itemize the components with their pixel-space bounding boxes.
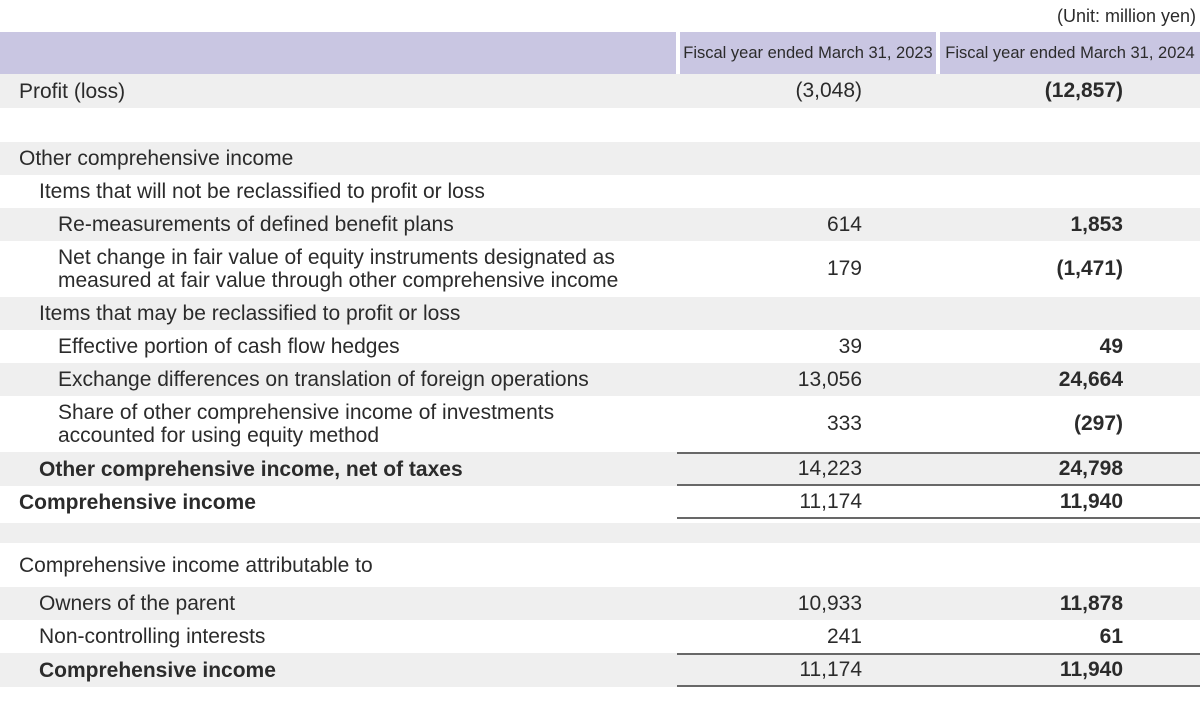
value-fy2023: 614 <box>826 212 862 236</box>
row-values <box>677 142 1200 175</box>
value-fy2023: (3,048) <box>795 79 862 102</box>
value-fy2024: (297) <box>1073 412 1123 435</box>
row-label: Re-measurements of defined benefit plans <box>58 213 454 236</box>
row-values: 614 1,853 <box>677 208 1200 241</box>
table-row: Comprehensive income 11,174 11,940 <box>0 653 1200 687</box>
value-fy2023: 241 <box>826 624 862 648</box>
row-values: 241 61 <box>677 620 1200 653</box>
value-fy2024: 11,940 <box>1059 658 1123 681</box>
row-values: 13,056 24,664 <box>677 363 1200 396</box>
column-header-fy2024: Fiscal year ended March 31, 2024 <box>940 32 1200 74</box>
value-fy2023: 39 <box>838 334 862 358</box>
header-empty-cell <box>0 32 676 74</box>
row-values <box>677 175 1200 208</box>
row-label: Comprehensive income <box>39 658 276 682</box>
value-fy2024: 11,940 <box>1059 489 1123 513</box>
value-fy2024: 1,853 <box>1070 212 1123 236</box>
header-gutter <box>676 32 680 74</box>
table-row: Share of other comprehensive income of i… <box>0 396 1200 452</box>
row-values <box>677 543 1200 587</box>
row-values: 333 (297) <box>677 396 1200 452</box>
row-values: 11,174 11,940 <box>677 486 1200 519</box>
table-body: Profit (loss) (3,048) (12,857) Other com… <box>0 74 1200 687</box>
value-fy2024: 49 <box>1099 334 1123 358</box>
value-fy2023 <box>677 297 936 330</box>
row-values: (3,048) (12,857) <box>677 74 1200 108</box>
value-fy2023: 333 <box>826 412 862 435</box>
value-fy2024: (1,471) <box>1056 257 1123 280</box>
column-header-fy2023: Fiscal year ended March 31, 2023 <box>680 32 936 74</box>
value-fy2024 <box>936 175 1200 208</box>
value-fy2024: (12,857) <box>1044 79 1123 102</box>
row-label: Effective portion of cash flow hedges <box>58 335 400 358</box>
value-fy2024 <box>936 543 1200 587</box>
table-row: Comprehensive income attributable to <box>0 543 1200 587</box>
spacer-row <box>0 523 1200 543</box>
value-fy2023: 10,933 <box>797 591 862 615</box>
value-fy2023: 179 <box>826 257 862 280</box>
table-row: Exchange differences on translation of f… <box>0 363 1200 396</box>
value-fy2024: 24,798 <box>1058 457 1123 480</box>
row-values: 14,223 24,798 <box>677 452 1200 486</box>
row-values: 10,933 11,878 <box>677 587 1200 620</box>
row-label: Other comprehensive income <box>19 147 294 170</box>
row-label: Net change in fair value of equity instr… <box>58 246 619 292</box>
value-fy2024: 11,878 <box>1059 591 1123 615</box>
value-fy2024 <box>936 297 1200 330</box>
row-label: Owners of the parent <box>39 592 236 615</box>
header-gutter <box>936 32 940 74</box>
table-row: Comprehensive income 11,174 11,940 <box>0 486 1200 519</box>
row-label: Comprehensive income attributable to <box>19 553 373 577</box>
table-row: Items that will not be reclassified to p… <box>0 175 1200 208</box>
value-fy2023 <box>677 142 936 175</box>
value-fy2023: 11,174 <box>799 658 862 681</box>
value-fy2024 <box>936 142 1200 175</box>
statement-table: Fiscal year ended March 31, 2023 Fiscal … <box>0 32 1200 687</box>
table-row: Items that may be reclassified to profit… <box>0 297 1200 330</box>
table-row: Effective portion of cash flow hedges 39… <box>0 330 1200 363</box>
value-fy2023: 13,056 <box>797 367 862 391</box>
table-row: Other comprehensive income <box>0 142 1200 175</box>
table-row: Net change in fair value of equity instr… <box>0 241 1200 297</box>
value-fy2023 <box>677 543 936 587</box>
spacer-row <box>0 108 1200 142</box>
value-fy2023 <box>677 175 936 208</box>
row-values: 11,174 11,940 <box>677 653 1200 687</box>
value-fy2024: 61 <box>1099 624 1123 648</box>
table-row: Re-measurements of defined benefit plans… <box>0 208 1200 241</box>
value-fy2024: 24,664 <box>1058 367 1123 391</box>
value-fy2023: 14,223 <box>797 457 862 480</box>
row-label: Other comprehensive income, net of taxes <box>39 457 463 481</box>
table-row: Profit (loss) (3,048) (12,857) <box>0 74 1200 108</box>
row-values: 39 49 <box>677 330 1200 363</box>
table-row: Other comprehensive income, net of taxes… <box>0 452 1200 486</box>
row-values <box>677 297 1200 330</box>
table-row: Owners of the parent 10,933 11,878 <box>0 587 1200 620</box>
unit-note: (Unit: million yen) <box>1056 5 1196 26</box>
row-label: Comprehensive income <box>19 491 256 514</box>
row-label: Profit (loss) <box>19 79 126 103</box>
table-header-row: Fiscal year ended March 31, 2023 Fiscal … <box>0 32 1200 74</box>
row-values: 179 (1,471) <box>677 241 1200 297</box>
row-label: Items that will not be reclassified to p… <box>39 180 485 203</box>
row-label: Items that may be reclassified to profit… <box>39 302 461 325</box>
row-label: Exchange differences on translation of f… <box>58 368 589 391</box>
row-label: Non-controlling interests <box>39 625 266 648</box>
row-label: Share of other comprehensive income of i… <box>58 401 555 447</box>
table-row: Non-controlling interests 241 61 <box>0 620 1200 653</box>
value-fy2023: 11,174 <box>799 489 862 513</box>
